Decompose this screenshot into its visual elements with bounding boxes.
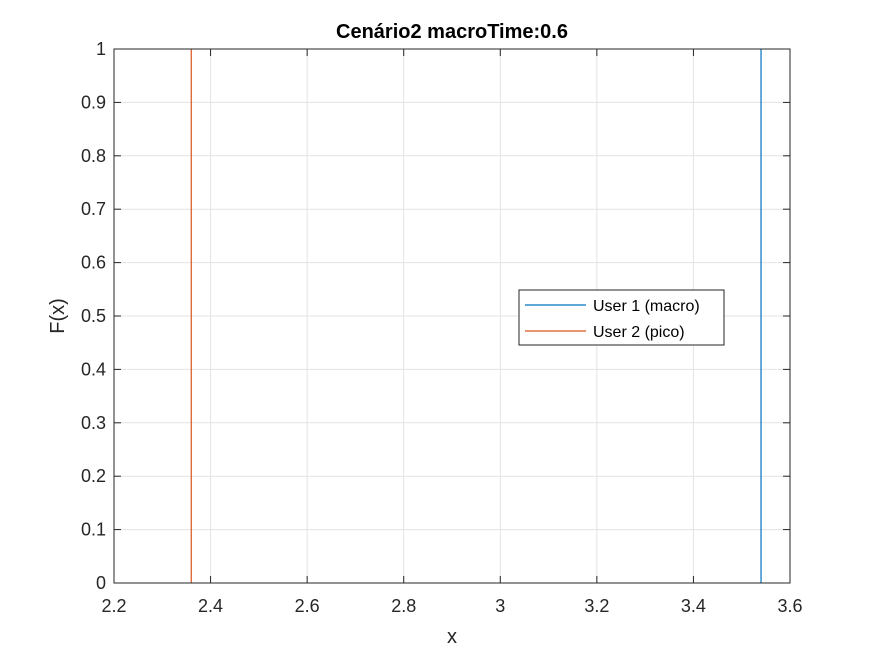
x-tick-label: 3.4 xyxy=(681,596,706,616)
x-tick-label: 2.8 xyxy=(391,596,416,616)
y-tick-label: 0.6 xyxy=(81,253,106,273)
x-tick-label: 2.2 xyxy=(101,596,126,616)
y-tick-label: 0.4 xyxy=(81,359,106,379)
x-tick-label: 3 xyxy=(495,596,505,616)
y-tick-label: 0.3 xyxy=(81,413,106,433)
x-tick-label: 3.2 xyxy=(584,596,609,616)
y-axis-label: F(x) xyxy=(47,298,69,334)
y-tick-label: 0.7 xyxy=(81,199,106,219)
tick-marks xyxy=(113,48,791,584)
y-tick-label: 0.9 xyxy=(81,92,106,112)
legend-label-1: User 1 (macro) xyxy=(593,298,700,315)
legend-box xyxy=(518,289,725,346)
y-tick-label: 1 xyxy=(96,39,106,59)
x-axis-label: x xyxy=(447,626,457,648)
y-tick-label: 0.2 xyxy=(81,466,106,486)
series-lines xyxy=(190,49,762,583)
y-tick-label: 0.8 xyxy=(81,146,106,166)
chart-title: Cenário2 macroTime:0.6 xyxy=(336,21,568,43)
legend: User 1 (macro) User 2 (pico) xyxy=(518,289,725,346)
y-tick-label: 0.1 xyxy=(81,520,106,540)
y-tick-labels: 0 0.1 0.2 0.3 0.4 0.5 0.6 0.7 0.8 0.9 1 xyxy=(81,39,106,593)
x-tick-label: 2.4 xyxy=(198,596,223,616)
x-tick-label: 2.6 xyxy=(295,596,320,616)
x-tick-label: 3.6 xyxy=(777,596,802,616)
x-tick-labels: 2.2 2.4 2.6 2.8 3 3.2 3.4 3.6 xyxy=(101,596,802,616)
y-tick-label: 0.5 xyxy=(81,306,106,326)
legend-label-2: User 2 (pico) xyxy=(593,324,685,341)
y-tick-label: 0 xyxy=(96,573,106,593)
